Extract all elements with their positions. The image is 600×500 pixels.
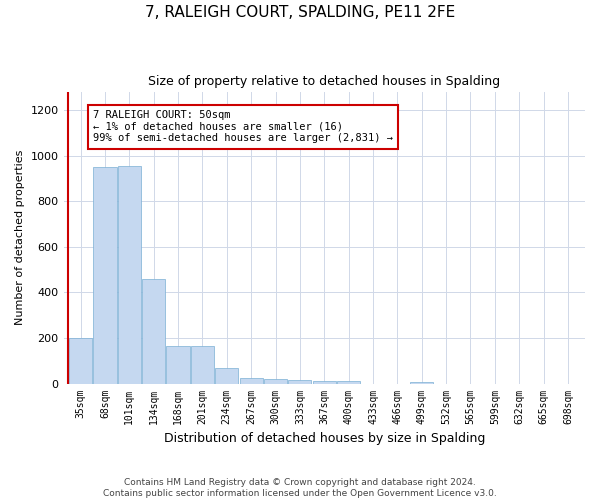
Bar — [118, 166, 141, 384]
Text: 7 RALEIGH COURT: 50sqm
← 1% of detached houses are smaller (16)
99% of semi-deta: 7 RALEIGH COURT: 50sqm ← 1% of detached … — [93, 110, 393, 144]
Bar — [337, 381, 360, 384]
Y-axis label: Number of detached properties: Number of detached properties — [15, 150, 25, 326]
Bar — [191, 346, 214, 384]
Bar — [215, 368, 238, 384]
Bar — [313, 382, 336, 384]
Bar — [239, 378, 263, 384]
Bar — [142, 279, 165, 384]
Bar — [166, 346, 190, 384]
Text: Contains HM Land Registry data © Crown copyright and database right 2024.
Contai: Contains HM Land Registry data © Crown c… — [103, 478, 497, 498]
Bar — [69, 338, 92, 384]
Bar — [264, 378, 287, 384]
X-axis label: Distribution of detached houses by size in Spalding: Distribution of detached houses by size … — [164, 432, 485, 445]
Bar — [94, 167, 116, 384]
Bar — [410, 382, 433, 384]
Bar — [289, 380, 311, 384]
Title: Size of property relative to detached houses in Spalding: Size of property relative to detached ho… — [148, 75, 500, 88]
Text: 7, RALEIGH COURT, SPALDING, PE11 2FE: 7, RALEIGH COURT, SPALDING, PE11 2FE — [145, 5, 455, 20]
